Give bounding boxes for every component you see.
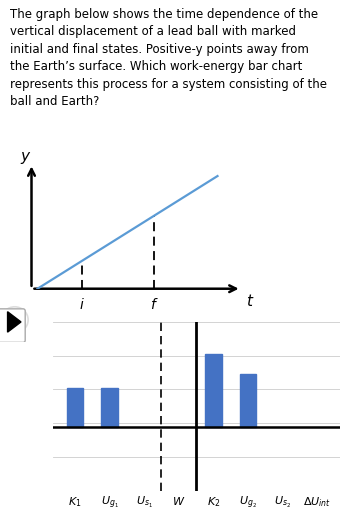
Bar: [205, 354, 222, 427]
Text: t: t: [246, 294, 252, 309]
FancyBboxPatch shape: [0, 309, 25, 342]
Text: $i$: $i$: [79, 297, 85, 313]
Bar: [67, 388, 83, 427]
Text: y: y: [20, 149, 29, 164]
Text: The graph below shows the time dependence of the
vertical displacement of a lead: The graph below shows the time dependenc…: [10, 8, 328, 108]
Bar: [239, 374, 256, 427]
Polygon shape: [8, 312, 21, 332]
Text: $f$: $f$: [149, 297, 158, 313]
Bar: [101, 388, 118, 427]
